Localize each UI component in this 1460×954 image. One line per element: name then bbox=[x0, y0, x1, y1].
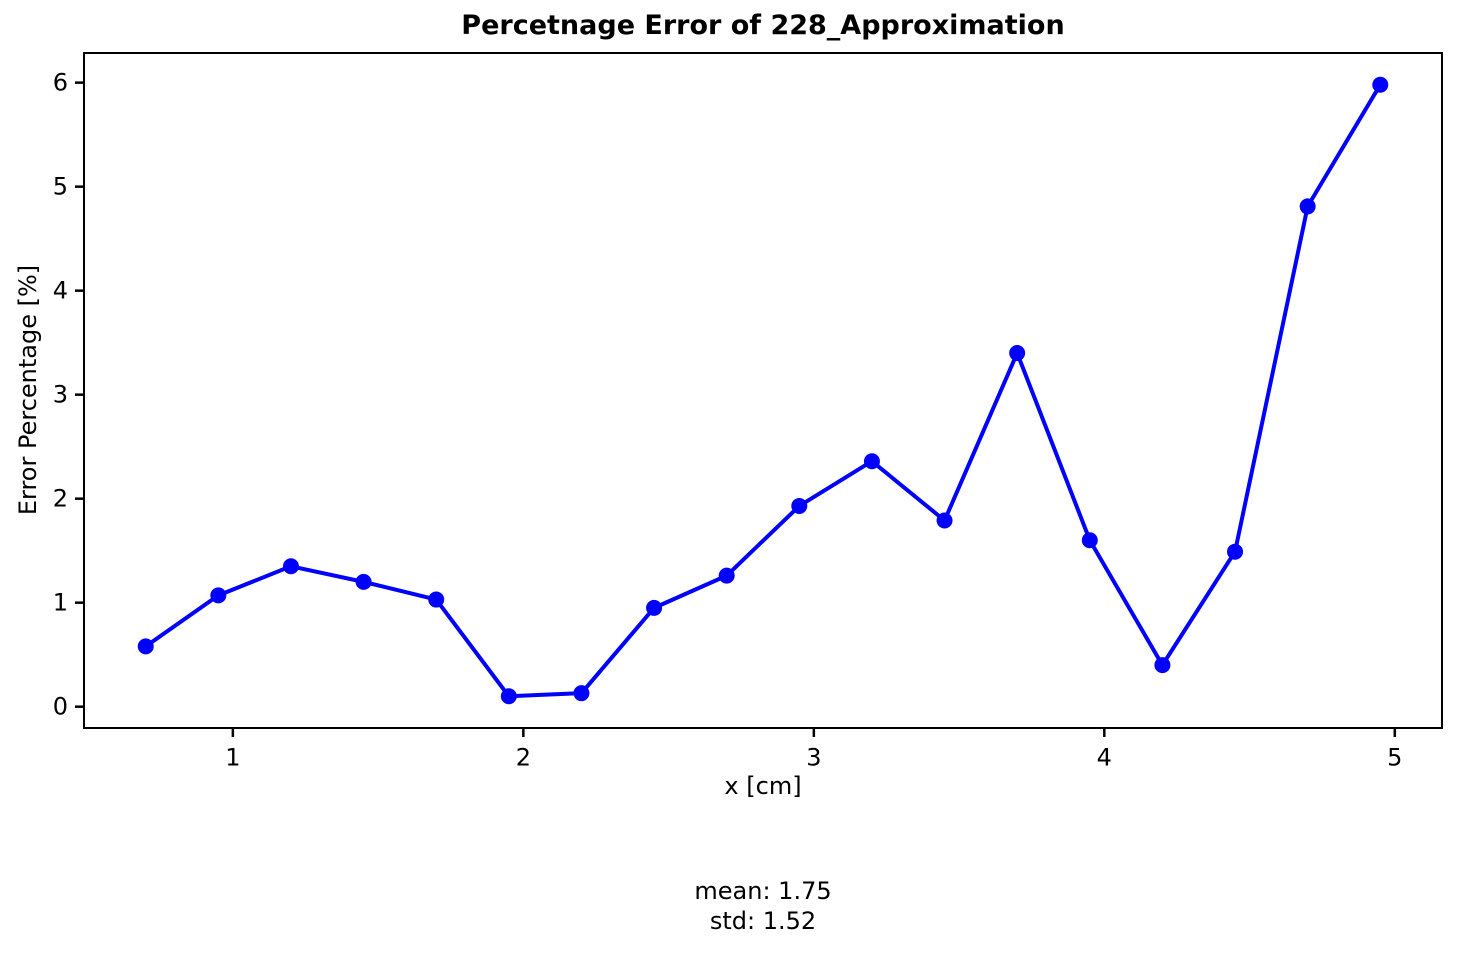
data-point bbox=[646, 599, 663, 616]
x-tick-label: 2 bbox=[516, 744, 531, 772]
std-text: std: 1.52 bbox=[709, 907, 817, 935]
x-axis-label: x [cm] bbox=[724, 772, 802, 800]
stats-annotation: mean: 1.75 std: 1.52 bbox=[84, 876, 1442, 936]
data-point bbox=[573, 685, 590, 702]
data-point bbox=[1227, 543, 1244, 560]
data-point bbox=[1081, 532, 1098, 549]
data-point bbox=[863, 453, 880, 470]
data-point bbox=[428, 591, 445, 608]
axes-frame bbox=[83, 52, 1443, 729]
data-point bbox=[718, 567, 735, 584]
data-point bbox=[282, 558, 299, 575]
y-tick-label: 6 bbox=[53, 69, 68, 97]
data-point bbox=[1299, 198, 1316, 215]
y-tick-label: 2 bbox=[53, 485, 68, 513]
chart-title: Percetnage Error of 228_Approximation bbox=[461, 10, 1065, 41]
data-line bbox=[143, 82, 1383, 699]
x-tick-label: 5 bbox=[1387, 744, 1402, 772]
y-tick-label: 0 bbox=[53, 693, 68, 721]
y-tick-label: 3 bbox=[53, 381, 68, 409]
x-tick-label: 3 bbox=[806, 744, 821, 772]
x-tick-label: 4 bbox=[1097, 744, 1112, 772]
data-point bbox=[355, 573, 372, 590]
data-point bbox=[1372, 76, 1389, 93]
mean-text: mean: 1.75 bbox=[694, 877, 832, 905]
data-point bbox=[500, 688, 517, 705]
y-tick-label: 5 bbox=[53, 173, 68, 201]
y-axis-label: Error Percentage [%] bbox=[14, 264, 42, 516]
data-point bbox=[791, 497, 808, 514]
data-point bbox=[936, 512, 953, 529]
data-point bbox=[1154, 657, 1171, 674]
data-point bbox=[137, 638, 154, 655]
y-tick-label: 4 bbox=[53, 277, 68, 305]
data-point bbox=[1009, 345, 1026, 362]
data-point bbox=[210, 587, 227, 604]
x-tick-label: 1 bbox=[225, 744, 240, 772]
y-tick-label: 1 bbox=[53, 589, 68, 617]
